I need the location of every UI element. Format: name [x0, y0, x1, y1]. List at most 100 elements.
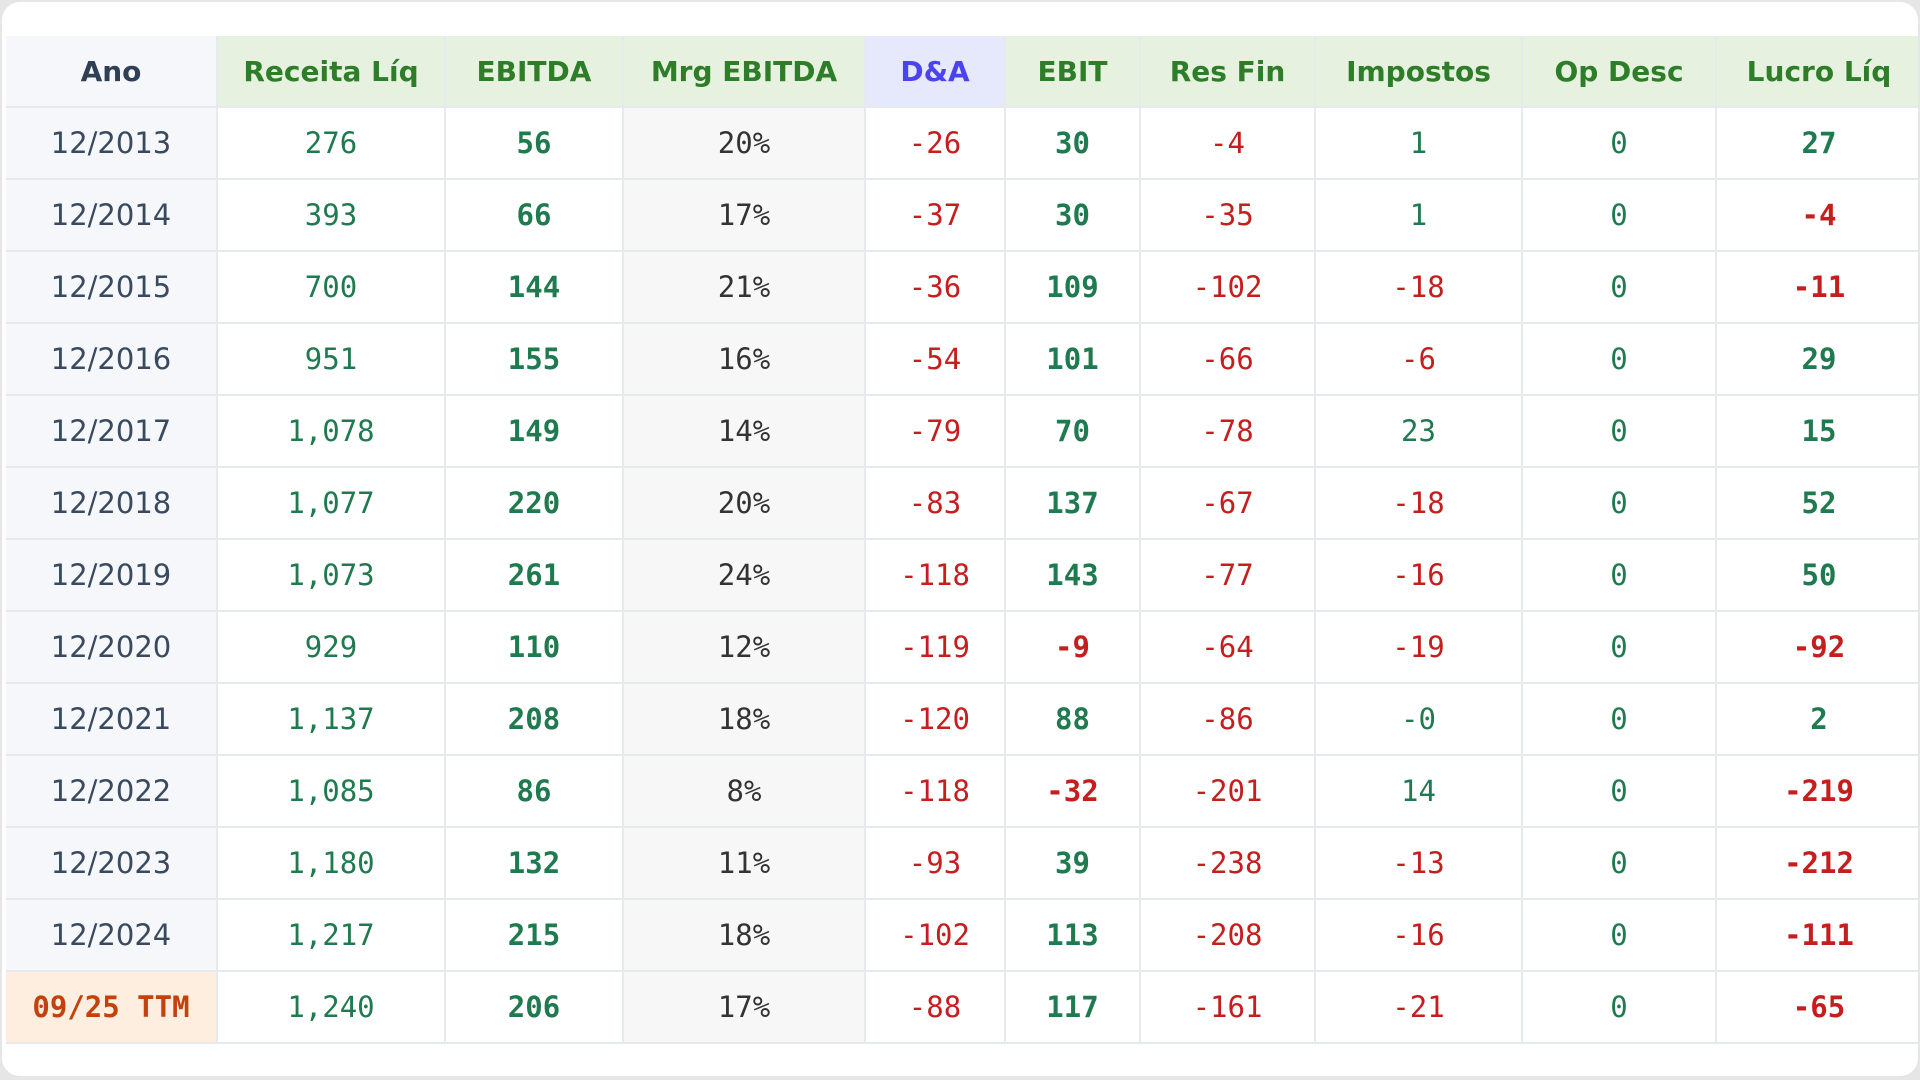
cell-ebit: 39 — [1005, 827, 1141, 900]
cell-ebitda: 86 — [445, 755, 624, 828]
cell-res-fin: -77 — [1140, 539, 1316, 612]
cell-lucro-liq: -111 — [1716, 899, 1918, 972]
cell-d-and-a: -118 — [865, 755, 1006, 828]
cell-ebitda: 132 — [445, 827, 624, 900]
cell-lucro-liq: -65 — [1716, 971, 1918, 1044]
cell-receita-liq: 1,085 — [217, 755, 446, 828]
cell-ebit: -9 — [1005, 611, 1141, 684]
cell-receita-liq: 1,078 — [217, 395, 446, 468]
cell-res-fin: -66 — [1140, 323, 1316, 396]
cell-receita-liq: 951 — [217, 323, 446, 396]
cell-impostos: -6 — [1315, 323, 1523, 396]
cell-year: 12/2016 — [6, 323, 218, 396]
table-row: 12/2019 1,073 261 24% -118 143 -77 -16 0 50 — [6, 539, 1918, 612]
cell-mrg-ebitda: 24% — [623, 539, 866, 612]
cell-mrg-ebitda: 17% — [623, 971, 866, 1044]
cell-op-desc: 0 — [1522, 107, 1717, 180]
cell-year: 12/2014 — [6, 179, 218, 252]
header-ebit[interactable]: EBIT — [1005, 36, 1141, 108]
header-row: Ano Receita Líq EBITDA Mrg EBITDA D&A EB… — [6, 36, 1918, 108]
cell-impostos: 1 — [1315, 179, 1523, 252]
header-mrg-ebitda[interactable]: Mrg EBITDA — [623, 36, 866, 108]
financial-table: Ano Receita Líq EBITDA Mrg EBITDA D&A EB… — [6, 36, 1918, 1044]
cell-lucro-liq: -4 — [1716, 179, 1918, 252]
cell-impostos: -19 — [1315, 611, 1523, 684]
header-d-and-a[interactable]: D&A — [865, 36, 1006, 108]
cell-receita-liq: 929 — [217, 611, 446, 684]
cell-receita-liq: 1,217 — [217, 899, 446, 972]
cell-receita-liq: 1,180 — [217, 827, 446, 900]
cell-impostos: -0 — [1315, 683, 1523, 756]
cell-op-desc: 0 — [1522, 179, 1717, 252]
cell-lucro-liq: -92 — [1716, 611, 1918, 684]
table-row: 12/2023 1,180 132 11% -93 39 -238 -13 0 -212 — [6, 827, 1918, 900]
header-res-fin[interactable]: Res Fin — [1140, 36, 1316, 108]
cell-mrg-ebitda: 11% — [623, 827, 866, 900]
table-row: 12/2021 1,137 208 18% -120 88 -86 -0 0 2 — [6, 683, 1918, 756]
cell-mrg-ebitda: 14% — [623, 395, 866, 468]
cell-op-desc: 0 — [1522, 755, 1717, 828]
table-row: 09/25 TTM 1,240 206 17% -88 117 -161 -21 0 -65 — [6, 971, 1918, 1044]
table-row: 12/2017 1,078 149 14% -79 70 -78 23 0 15 — [6, 395, 1918, 468]
cell-res-fin: -64 — [1140, 611, 1316, 684]
cell-mrg-ebitda: 20% — [623, 107, 866, 180]
header-impostos[interactable]: Impostos — [1315, 36, 1523, 108]
cell-d-and-a: -120 — [865, 683, 1006, 756]
header-op-desc[interactable]: Op Desc — [1522, 36, 1717, 108]
cell-op-desc: 0 — [1522, 251, 1717, 324]
cell-lucro-liq: 27 — [1716, 107, 1918, 180]
cell-receita-liq: 393 — [217, 179, 446, 252]
cell-receita-liq: 1,073 — [217, 539, 446, 612]
cell-lucro-liq: -219 — [1716, 755, 1918, 828]
cell-receita-liq: 700 — [217, 251, 446, 324]
cell-ebitda: 206 — [445, 971, 624, 1044]
cell-ebit: 109 — [1005, 251, 1141, 324]
cell-year: 12/2019 — [6, 539, 218, 612]
cell-res-fin: -78 — [1140, 395, 1316, 468]
header-lucro-liq[interactable]: Lucro Líq — [1716, 36, 1918, 108]
header-ebitda[interactable]: EBITDA — [445, 36, 624, 108]
cell-mrg-ebitda: 12% — [623, 611, 866, 684]
cell-ebitda: 56 — [445, 107, 624, 180]
header-ano[interactable]: Ano — [6, 36, 218, 108]
cell-ebit: 137 — [1005, 467, 1141, 540]
cell-op-desc: 0 — [1522, 395, 1717, 468]
table-row: 12/2020 929 110 12% -119 -9 -64 -19 0 -92 — [6, 611, 1918, 684]
cell-ebitda: 149 — [445, 395, 624, 468]
cell-mrg-ebitda: 18% — [623, 899, 866, 972]
cell-mrg-ebitda: 21% — [623, 251, 866, 324]
cell-d-and-a: -83 — [865, 467, 1006, 540]
cell-ebit: 117 — [1005, 971, 1141, 1044]
cell-impostos: -18 — [1315, 467, 1523, 540]
cell-op-desc: 0 — [1522, 323, 1717, 396]
cell-year: 12/2020 — [6, 611, 218, 684]
cell-ebit: 30 — [1005, 107, 1141, 180]
cell-ebit: 113 — [1005, 899, 1141, 972]
cell-op-desc: 0 — [1522, 683, 1717, 756]
cell-mrg-ebitda: 20% — [623, 467, 866, 540]
cell-d-and-a: -54 — [865, 323, 1006, 396]
cell-year: 12/2017 — [6, 395, 218, 468]
cell-ebit: 30 — [1005, 179, 1141, 252]
cell-res-fin: -102 — [1140, 251, 1316, 324]
cell-ebit: 88 — [1005, 683, 1141, 756]
cell-impostos: 1 — [1315, 107, 1523, 180]
cell-impostos: 14 — [1315, 755, 1523, 828]
cell-res-fin: -238 — [1140, 827, 1316, 900]
cell-op-desc: 0 — [1522, 611, 1717, 684]
cell-ebitda: 208 — [445, 683, 624, 756]
cell-ebit: 70 — [1005, 395, 1141, 468]
cell-op-desc: 0 — [1522, 539, 1717, 612]
cell-res-fin: -86 — [1140, 683, 1316, 756]
cell-res-fin: -201 — [1140, 755, 1316, 828]
table-row: 12/2015 700 144 21% -36 109 -102 -18 0 -11 — [6, 251, 1918, 324]
cell-lucro-liq: 15 — [1716, 395, 1918, 468]
cell-res-fin: -161 — [1140, 971, 1316, 1044]
cell-ebit: 101 — [1005, 323, 1141, 396]
cell-receita-liq: 1,077 — [217, 467, 446, 540]
cell-mrg-ebitda: 8% — [623, 755, 866, 828]
cell-mrg-ebitda: 17% — [623, 179, 866, 252]
header-receita-liq[interactable]: Receita Líq — [217, 36, 446, 108]
cell-ebitda: 261 — [445, 539, 624, 612]
cell-op-desc: 0 — [1522, 467, 1717, 540]
